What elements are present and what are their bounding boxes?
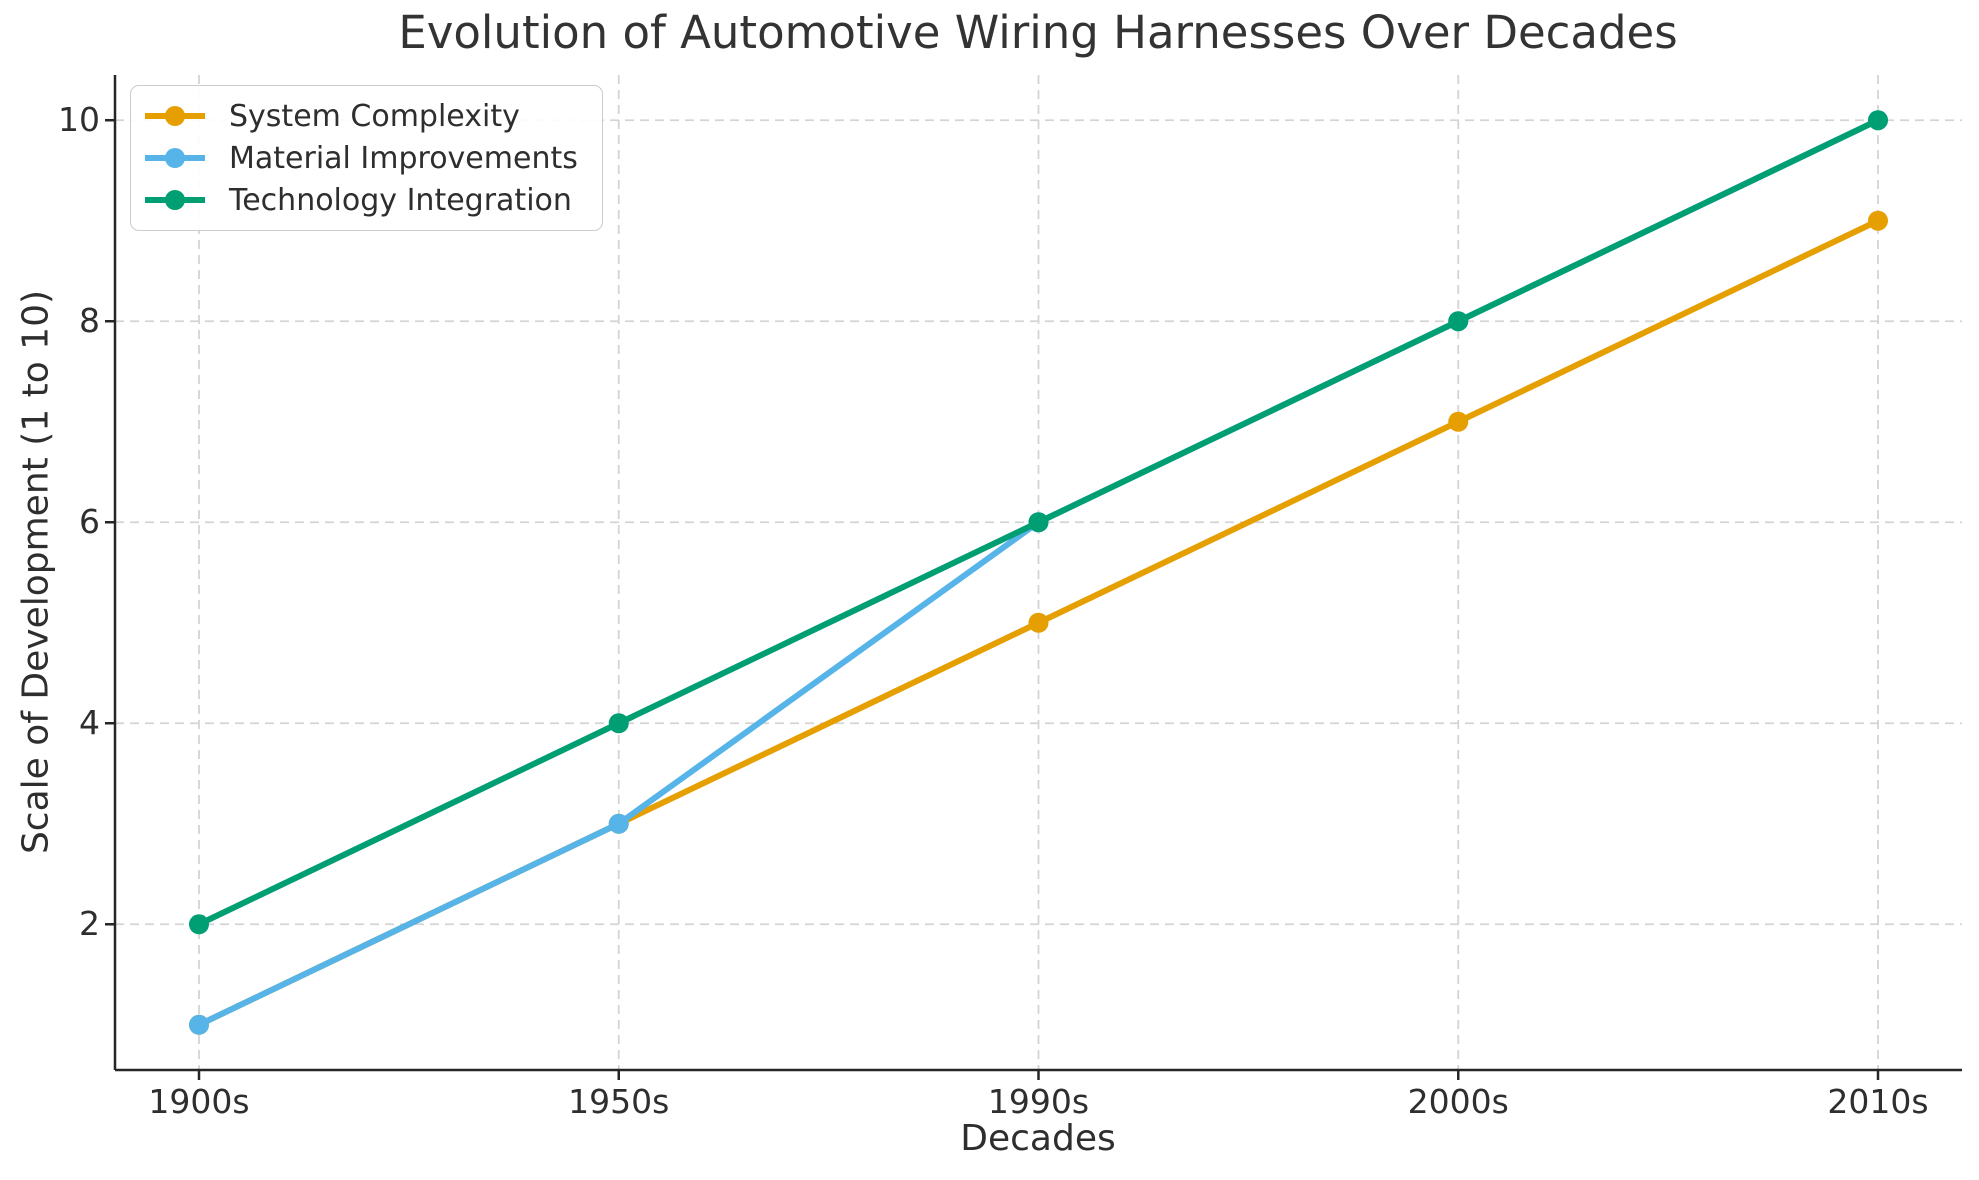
- x-tick-label-2000s: 2000s: [1407, 1082, 1509, 1121]
- marker-technology-integration: [1868, 110, 1888, 131]
- legend-swatch-icon: [145, 190, 205, 210]
- chart-title: Evolution of Automotive Wiring Harnesses…: [398, 6, 1678, 59]
- legend-item-system-complexity: System Complexity: [143, 96, 578, 136]
- y-axis-label: Scale of Development (1 to 10): [15, 289, 57, 855]
- legend-label: System Complexity: [229, 98, 520, 134]
- x-tick-label-1900s: 1900s: [148, 1082, 250, 1121]
- x-tick-label-2010s: 2010s: [1827, 1082, 1929, 1121]
- marker-system-complexity: [1028, 612, 1049, 633]
- y-tick-label-4: 4: [79, 703, 100, 743]
- marker-material-improvements: [189, 1014, 209, 1035]
- x-tick-label-1950s: 1950s: [568, 1082, 670, 1121]
- legend-marker-icon: [165, 148, 185, 168]
- y-tick-label-8: 8: [79, 301, 100, 341]
- marker-system-complexity: [1448, 411, 1469, 432]
- marker-technology-integration: [189, 914, 209, 935]
- marker-technology-integration: [1028, 512, 1049, 533]
- legend-item-technology-integration: Technology Integration: [143, 180, 578, 220]
- legend-swatch-icon: [145, 148, 205, 168]
- legend-item-material-improvements: Material Improvements: [143, 138, 578, 178]
- marker-technology-integration: [608, 713, 629, 734]
- legend-marker-icon: [165, 190, 185, 210]
- y-tick-label-10: 10: [58, 100, 100, 140]
- legend-label: Technology Integration: [229, 182, 572, 218]
- marker-system-complexity: [1868, 210, 1888, 231]
- y-tick-label-2: 2: [79, 904, 100, 944]
- legend-label: Material Improvements: [229, 140, 578, 176]
- x-tick-label-1990s: 1990s: [987, 1082, 1090, 1121]
- x-axis-label: Decades: [960, 1118, 1116, 1159]
- legend-marker-icon: [165, 106, 185, 126]
- marker-technology-integration: [1448, 311, 1469, 332]
- marker-material-improvements: [608, 813, 629, 834]
- y-tick-label-6: 6: [79, 502, 100, 542]
- legend: System Complexity Material Improvements Te…: [130, 85, 603, 231]
- legend-swatch-icon: [145, 106, 205, 126]
